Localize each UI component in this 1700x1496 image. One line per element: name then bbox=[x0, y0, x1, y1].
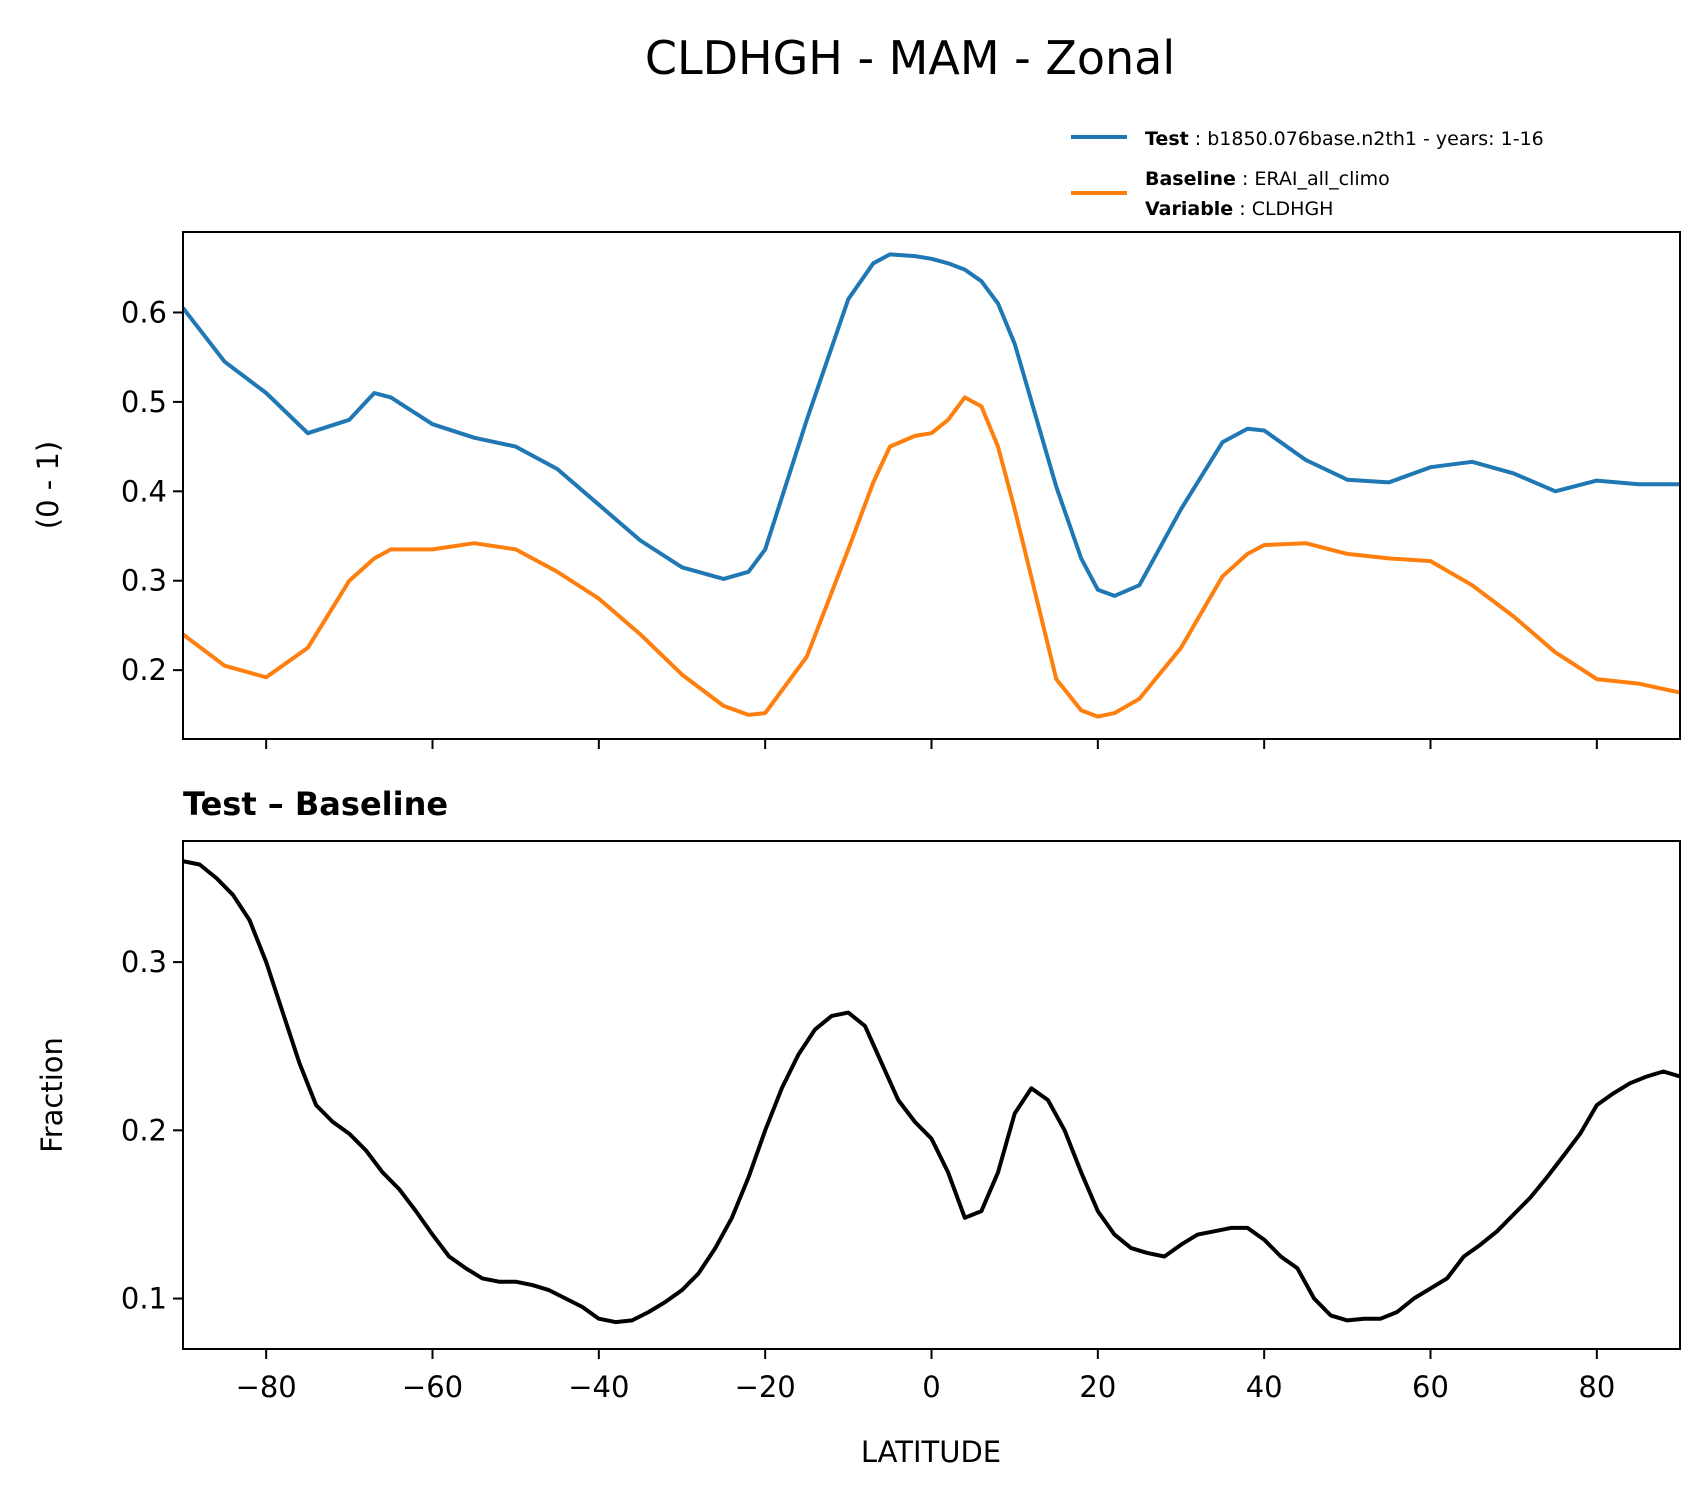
difference-panel-title: Test – Baseline bbox=[183, 785, 448, 823]
difference-y-tick-label: 0.2 bbox=[121, 1113, 167, 1147]
legend-variable-entry: Variable : CLDHGH bbox=[1145, 198, 1333, 220]
difference-x-tick-label: −40 bbox=[568, 1370, 629, 1404]
legend-variable-label: Variable bbox=[1145, 198, 1233, 220]
legend-test-value: b1850.076base.n2th1 - years: 1-16 bbox=[1207, 128, 1544, 150]
legend-test-entry: Test : b1850.076base.n2th1 - years: 1-16 bbox=[1145, 128, 1544, 150]
difference-x-ticks: −80 −60 −40 −20 0 20 40 60 80 bbox=[236, 1349, 1615, 1404]
difference-y-ticks: 0.1 0.2 0.3 bbox=[121, 945, 183, 1316]
legend-baseline-value: ERAI_all_climo bbox=[1254, 168, 1389, 190]
difference-axes-frame bbox=[182, 840, 1681, 1350]
zonal-mean-axes-frame bbox=[182, 231, 1681, 740]
figure-title: CLDHGH - MAM - Zonal bbox=[645, 31, 1175, 85]
zonal-mean-line-baseline bbox=[183, 395, 1680, 719]
zonal-mean-y-ticks: 0.2 0.3 0.4 0.5 0.6 bbox=[121, 295, 183, 687]
legend-baseline-entry: Baseline : ERAI_all_climo bbox=[1145, 168, 1390, 190]
difference-x-tick-label: −80 bbox=[236, 1370, 297, 1404]
zonal-mean-y-label: (0 - 1) bbox=[31, 441, 65, 529]
difference-x-tick-label: 0 bbox=[922, 1370, 940, 1404]
zonal-mean-line-test bbox=[183, 252, 1680, 598]
difference-y-tick-label: 0.3 bbox=[121, 945, 167, 979]
difference-x-tick-label: 20 bbox=[1079, 1370, 1116, 1404]
difference-x-tick-label: −60 bbox=[402, 1370, 463, 1404]
difference-y-label: Fraction bbox=[35, 1037, 69, 1153]
difference-line-test-baseline bbox=[183, 859, 1680, 1325]
difference-x-tick-label: 40 bbox=[1246, 1370, 1283, 1404]
legend-baseline-label: Baseline bbox=[1145, 168, 1236, 190]
difference-y-tick-label: 0.1 bbox=[121, 1282, 167, 1316]
zonal-mean-x-ticks bbox=[265, 739, 1598, 749]
difference-x-tick-label: 80 bbox=[1578, 1370, 1615, 1404]
difference-x-tick-label: −20 bbox=[735, 1370, 796, 1404]
zonal-mean-panel: 0.2 0.3 0.4 0.5 0.6 (0 - 1) bbox=[31, 231, 1681, 749]
zonal-mean-y-tick-label: 0.5 bbox=[121, 385, 167, 419]
zonal-mean-series bbox=[183, 252, 1680, 719]
legend-test-label: Test bbox=[1145, 128, 1189, 150]
difference-x-label: LATITUDE bbox=[861, 1435, 1001, 1469]
zonal-mean-y-tick-label: 0.2 bbox=[121, 653, 167, 687]
difference-series bbox=[183, 859, 1680, 1325]
difference-x-tick-label: 60 bbox=[1412, 1370, 1449, 1404]
zonal-mean-y-tick-label: 0.3 bbox=[121, 564, 167, 598]
difference-panel: Test – Baseline 0.1 0.2 0.3 −80 −60 −40 −20 0 2… bbox=[35, 785, 1681, 1469]
zonal-mean-y-tick-label: 0.6 bbox=[121, 295, 167, 329]
legend-variable-value: CLDHGH bbox=[1252, 198, 1334, 220]
zonal-mean-y-tick-label: 0.4 bbox=[121, 474, 167, 508]
legend: Test : b1850.076base.n2th1 - years: 1-16… bbox=[1071, 128, 1544, 220]
